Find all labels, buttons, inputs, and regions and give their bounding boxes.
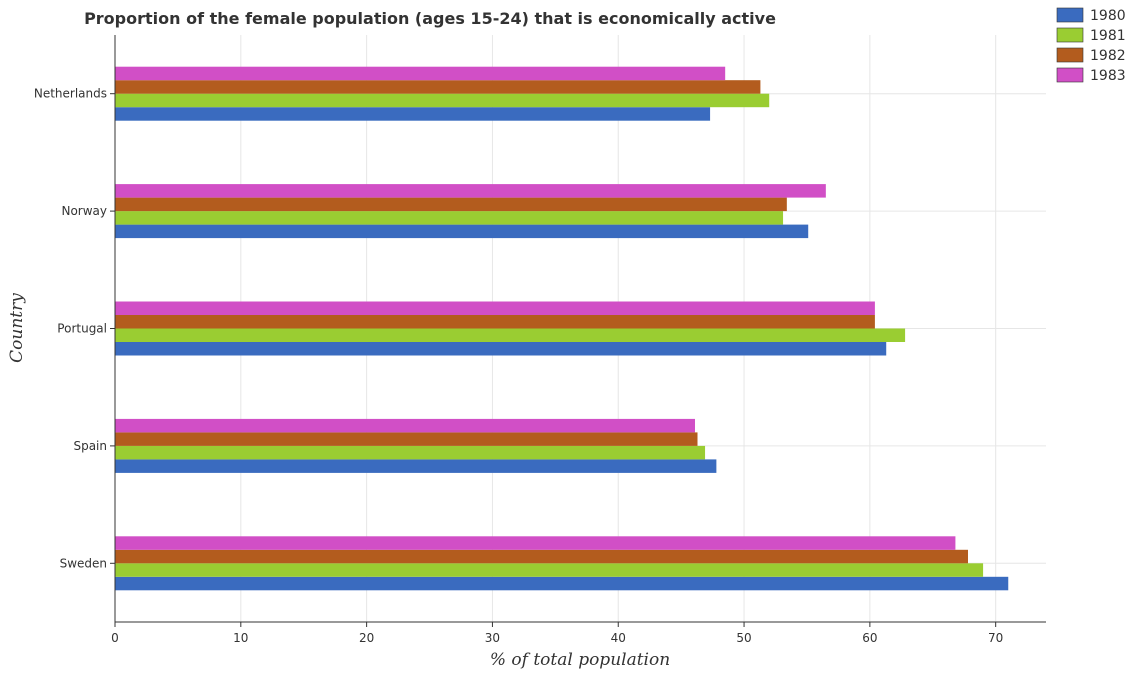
legend-swatch xyxy=(1056,67,1084,83)
legend-label: 1981 xyxy=(1090,28,1126,44)
bar-1981-norway xyxy=(115,211,784,225)
x-tick-label: 0 xyxy=(111,631,119,645)
bar-1981-portugal xyxy=(115,328,906,342)
bar-1980-sweden xyxy=(115,576,1009,591)
bar-1982-sweden xyxy=(115,549,968,564)
bar-1983-netherlands xyxy=(115,66,726,81)
y-ticks: Netherlands Norway Portugal Spain Sweden xyxy=(34,87,115,570)
legend-swatch xyxy=(1056,27,1084,43)
bar-1981-sweden xyxy=(115,563,984,577)
bar-1983-norway xyxy=(115,184,826,198)
y-tick-label: Spain xyxy=(73,439,107,453)
x-tick-label: 30 xyxy=(485,631,500,645)
bar-1982-spain xyxy=(115,432,698,446)
bar-1980-spain xyxy=(115,459,717,473)
x-tick-label: 10 xyxy=(233,631,248,645)
bar-1982-norway xyxy=(115,197,787,212)
legend: 1980 1981 1982 1983 xyxy=(1056,7,1126,84)
y-axis-label: Country xyxy=(7,293,27,363)
bars xyxy=(115,66,1009,591)
x-tick-label: 20 xyxy=(359,631,374,645)
bar-1980-portugal xyxy=(115,342,887,356)
bar-1982-netherlands xyxy=(115,80,761,94)
bar-1981-spain xyxy=(115,445,706,460)
x-tick-label: 60 xyxy=(862,631,877,645)
bar-1983-spain xyxy=(115,418,695,433)
bar-1981-netherlands xyxy=(115,93,770,108)
bar-1982-portugal xyxy=(115,315,875,329)
x-ticks: 0 10 20 30 40 50 60 70 xyxy=(111,622,1003,645)
x-tick-label: 70 xyxy=(988,631,1003,645)
legend-swatch xyxy=(1056,47,1084,63)
y-tick-label: Norway xyxy=(61,204,107,218)
x-tick-label: 40 xyxy=(611,631,626,645)
legend-label: 1983 xyxy=(1090,68,1126,84)
y-tick-label: Netherlands xyxy=(34,87,107,101)
x-axis-label: % of total population xyxy=(490,650,670,670)
x-tick-label: 50 xyxy=(736,631,751,645)
legend-label: 1982 xyxy=(1090,48,1126,64)
bar-1983-portugal xyxy=(115,301,875,315)
legend-swatch xyxy=(1056,7,1084,23)
bar-1980-norway xyxy=(115,224,809,239)
legend-label: 1980 xyxy=(1090,8,1126,24)
y-tick-label: Portugal xyxy=(57,322,107,336)
chart-title: Proportion of the female population (age… xyxy=(84,9,776,28)
bar-1983-sweden xyxy=(115,536,956,550)
y-tick-label: Sweden xyxy=(60,556,107,570)
bar-1980-netherlands xyxy=(115,107,711,121)
